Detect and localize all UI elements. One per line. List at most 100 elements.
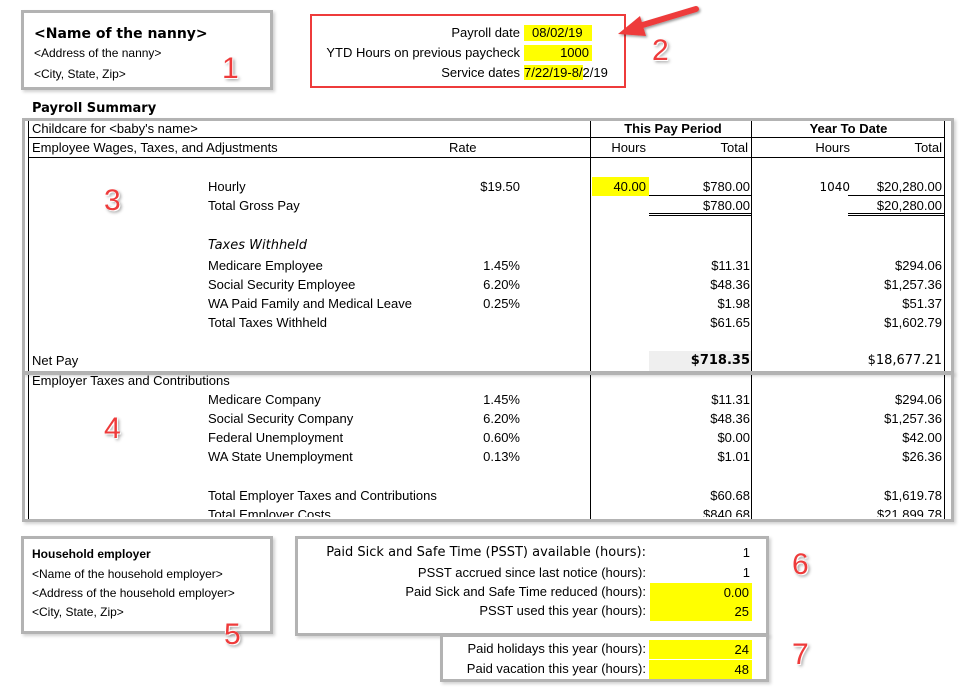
tax-label-medicare: Medicare Employee: [208, 258, 323, 273]
this-pay-period-header: This Pay Period: [624, 121, 722, 136]
tax-ytd-medicare: $294.06: [895, 258, 942, 273]
employer-total-label: Total Employer Taxes and Contributions: [208, 488, 437, 503]
psst-box: Paid Sick and Safe Time (PSST) available…: [295, 536, 769, 636]
employer-ytd-medicare: $294.06: [895, 392, 942, 407]
header-underline: [28, 157, 945, 158]
callout-4: 4: [104, 412, 121, 445]
vacation-label: Paid vacation this year (hours):: [466, 661, 646, 676]
hourly-ytd-hours: 1040: [819, 180, 850, 194]
service-dates-label: Service dates: [441, 65, 520, 80]
net-pay-total: $718.35: [690, 353, 750, 368]
employer-header: Employer Taxes and Contributions: [32, 373, 230, 388]
ytd-hours-label: YTD Hours on previous paycheck: [326, 45, 520, 60]
household-employer-box: Household employer <Name of the househol…: [21, 536, 273, 634]
payroll-summary-title: Payroll Summary: [32, 101, 157, 116]
employer-rate-medicare: 1.45%: [483, 392, 520, 407]
nanny-address: <Address of the nanny>: [34, 46, 162, 60]
childcare-for: Childcare for <baby's name>: [32, 121, 198, 136]
tax-label-wa-pfml: WA Paid Family and Medical Leave: [208, 296, 413, 311]
psst-used-label: PSST used this year (hours):: [479, 603, 646, 618]
employer-rate-futa: 0.60%: [483, 430, 520, 445]
hourly-rate: $19.50: [480, 179, 520, 194]
tax-ytd-social-security: $1,257.36: [884, 277, 942, 292]
psst-accrued-label: PSST accrued since last notice (hours):: [417, 565, 646, 580]
psst-available-value: 1: [742, 545, 750, 560]
employer-total-period: $60.68: [710, 488, 750, 503]
arrow-icon: [618, 6, 699, 36]
hourly-hours: 40.00: [592, 177, 649, 196]
household-title: Household employer: [32, 547, 151, 561]
callout-2: 2: [652, 34, 669, 67]
tax-ytd-total: $1,602.79: [884, 315, 942, 330]
total-header-ytd: Total: [914, 140, 942, 155]
callout-1: 1: [222, 52, 239, 85]
total-header-period: Total: [720, 140, 748, 155]
tax-rate-social-security: 6.20%: [483, 277, 520, 292]
summary-table: [28, 118, 946, 522]
rate-header: Rate: [449, 140, 477, 155]
nanny-city: <City, State, Zip>: [34, 67, 126, 81]
net-pay-ytd: $18,677.21: [867, 353, 942, 368]
employer-label-social-security: Social Security Company: [208, 411, 354, 426]
employer-label-futa: Federal Unemployment: [208, 430, 344, 445]
employer-label-medicare: Medicare Company: [208, 392, 321, 407]
employer-rate-social-security: 6.20%: [483, 411, 520, 426]
employer-costs-period: $840.68: [703, 507, 750, 517]
payroll-info-box: Payroll date 08/02/19 YTD Hours on previ…: [310, 14, 626, 88]
psst-reduced-label: Paid Sick and Safe Time reduced (hours):: [405, 584, 646, 599]
gross-pay-label: Total Gross Pay: [208, 198, 300, 213]
payroll-date-value: 08/02/19: [524, 25, 592, 41]
hours-header-ytd: Hours: [815, 140, 850, 155]
tax-total-total: $61.65: [710, 315, 750, 330]
household-address: <Address of the household employer>: [32, 586, 235, 600]
psst-reduced-value: 0.00: [650, 583, 752, 602]
employer-rate-suta: 0.13%: [483, 449, 520, 464]
tax-total-wa-pfml: $1.98: [717, 296, 750, 311]
holidays-label: Paid holidays this year (hours):: [467, 641, 646, 656]
payroll-date-label: Payroll date: [451, 25, 520, 40]
vacation-value: 48: [649, 660, 752, 679]
employer-costs-ytd: $21,899.78: [876, 507, 942, 517]
household-city: <City, State, Zip>: [32, 605, 124, 619]
service-dates-highlighted: 7/22/19-8/: [524, 65, 583, 80]
tax-ytd-wa-pfml: $51.37: [902, 296, 942, 311]
employer-total-ytd: $1,619.78: [884, 488, 942, 503]
callout-5: 5: [224, 618, 241, 651]
tax-total-social-security: $48.36: [710, 277, 750, 292]
year-to-date-header: Year To Date: [809, 121, 888, 136]
gross-pay-total: $780.00: [703, 198, 750, 213]
callout-3: 3: [104, 184, 121, 217]
service-dates-value: 7/22/19-8/2/19: [524, 65, 608, 81]
hourly-ytd-total: $20,280.00: [876, 179, 942, 194]
ytd-hours-value: 1000: [524, 45, 592, 61]
psst-used-value: 25: [650, 602, 752, 621]
employer-costs-row: Total Employer Costs $840.68 $21,899.78: [28, 505, 946, 517]
employer-label-suta: WA State Unemployment: [208, 449, 353, 464]
tax-rate-wa-pfml: 0.25%: [483, 296, 520, 311]
tax-rate-medicare: 1.45%: [483, 258, 520, 273]
holidays-value: 24: [649, 640, 752, 659]
hours-header-period: Hours: [611, 140, 646, 155]
tax-label-total: Total Taxes Withheld: [208, 315, 327, 330]
employer-ytd-suta: $26.36: [902, 449, 942, 464]
employer-section-box: [22, 372, 954, 522]
psst-available-label: Paid Sick and Safe Time (PSST) available…: [326, 545, 646, 560]
tax-label-social-security: Social Security Employee: [208, 277, 356, 292]
household-name: <Name of the household employer>: [32, 567, 223, 581]
employer-ytd-futa: $42.00: [902, 430, 942, 445]
net-pay-label: Net Pay: [32, 353, 79, 368]
nanny-info-box: <Name of the nanny> <Address of the nann…: [21, 10, 273, 90]
employer-total-suta: $1.01: [717, 449, 750, 464]
net-pay-shade: [649, 351, 751, 371]
employer-ytd-social-security: $1,257.36: [884, 411, 942, 426]
holidays-box: Paid holidays this year (hours): 24 Paid…: [440, 634, 769, 682]
callout-6: 6: [792, 548, 809, 581]
callout-7: 7: [792, 638, 809, 671]
tax-total-medicare: $11.31: [711, 258, 750, 273]
hourly-total: $780.00: [703, 179, 750, 194]
employer-total-medicare: $11.31: [711, 392, 750, 407]
gross-pay-ytd: $20,280.00: [876, 198, 942, 213]
employer-total-futa: $0.00: [717, 430, 750, 445]
employer-costs-label: Total Employer Costs: [208, 507, 331, 517]
nanny-name: <Name of the nanny>: [34, 26, 208, 42]
